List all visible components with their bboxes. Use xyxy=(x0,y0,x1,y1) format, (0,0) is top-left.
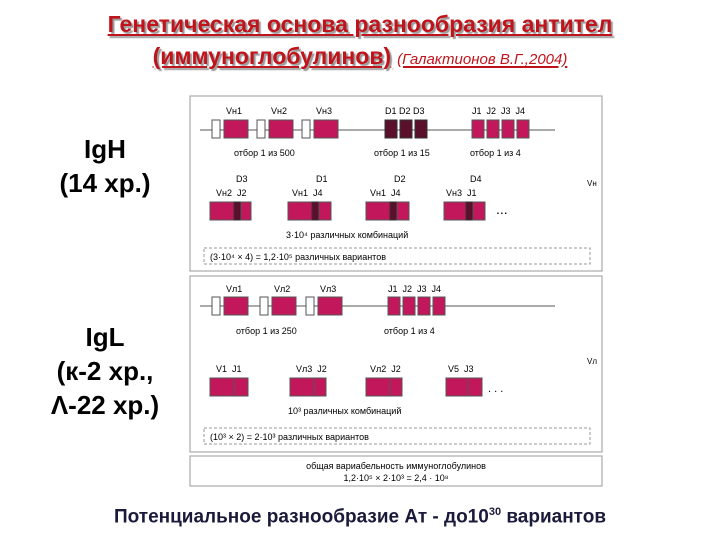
jl1-segment xyxy=(387,296,401,316)
combo-d1-label: D1 xyxy=(316,174,328,184)
total-box xyxy=(189,455,603,487)
light-variants-box xyxy=(203,427,591,445)
lcombo1-j-segment xyxy=(233,377,249,397)
vh2-label: Vн2 xyxy=(271,106,287,116)
total-line2: 1,2·10⁵ × 2·10³ = 2,4 · 10⁸ xyxy=(343,473,448,483)
lcombo4-label: V5 J3 xyxy=(448,364,474,374)
heavy-variants: (3·10⁴ × 4) = 1,2·10⁵ различных варианто… xyxy=(210,252,386,262)
total-line1: общая вариабельность иммуноглобулинов xyxy=(306,461,486,471)
jl-label: J1 J2 J3 J4 xyxy=(388,284,441,294)
lcombo3-j-segment xyxy=(389,377,403,397)
lcombo4-j-segment xyxy=(467,377,483,397)
lcombo2-v-segment xyxy=(289,377,315,397)
vh1-label: Vн1 xyxy=(226,106,242,116)
slide-title-line1: Генетическая основа разнообразия антител xyxy=(107,11,613,37)
heavy-combinations: 3·10⁴ различных комбинаций xyxy=(286,230,408,240)
light-variants: (10³ × 2) = 2·10³ различных вариантов xyxy=(210,432,369,442)
combo3-j-segment xyxy=(396,201,410,221)
leader-segment xyxy=(211,119,221,139)
vl2-segment xyxy=(271,296,297,316)
title-main: (иммуноглобулинов) xyxy=(152,43,392,69)
vl1-label: Vл1 xyxy=(226,284,242,294)
slide-title-line2: (иммуноглобулинов) (Галактионов В.Г.,2004… xyxy=(0,42,720,74)
igh-label-block: IgH (14 хр.) xyxy=(40,132,170,200)
vh2-segment xyxy=(268,119,294,139)
lcombo3-label: Vл2 J2 xyxy=(370,364,401,374)
heavy-side-label: Vн xyxy=(587,179,597,188)
lcombo4-v-segment xyxy=(445,377,469,397)
combo2-d-segment xyxy=(311,201,320,221)
d3-segment xyxy=(414,119,428,139)
vh1-segment xyxy=(223,119,249,139)
vh3-segment xyxy=(313,119,339,139)
light-ellipsis: . . . xyxy=(488,383,503,395)
combo2-label: Vн1 J4 xyxy=(292,188,323,198)
jh2-segment xyxy=(486,119,500,139)
heavy-ellipsis: ... xyxy=(496,201,508,217)
vl2-label: Vл2 xyxy=(274,284,290,294)
combo2-v-segment xyxy=(287,201,313,221)
combo3-d-segment xyxy=(389,201,398,221)
bottom-caption: Потенциальное разнообразие Ат - до1030 в… xyxy=(0,506,720,528)
title-reference: (Галактионов В.Г.,2004) xyxy=(397,51,568,68)
combo1-d-segment xyxy=(233,201,242,221)
lcombo1-v-segment xyxy=(209,377,235,397)
combo4-label: Vн3 J1 xyxy=(446,188,477,198)
bottom-caption-text: Потенциальное разнообразие Ат - до10 xyxy=(113,506,489,528)
d1-segment xyxy=(384,119,398,139)
combo4-j-segment xyxy=(472,201,486,221)
light-side-label: Vл xyxy=(587,357,597,366)
lcombo2-label: Vл3 J2 xyxy=(296,364,327,374)
jl4-segment xyxy=(432,296,446,316)
combo4-v-segment xyxy=(443,201,467,221)
vl3-segment xyxy=(317,296,343,316)
d2-segment xyxy=(399,119,413,139)
light-combinations: 10³ различных комбинаций xyxy=(288,406,401,416)
leader-segment xyxy=(301,119,311,139)
jh3-segment xyxy=(501,119,515,139)
combo-d3-label: D3 xyxy=(236,174,248,184)
combo2-j-segment xyxy=(318,201,332,221)
combo-d2-label: D2 xyxy=(394,174,406,184)
leader-segment xyxy=(305,296,315,316)
jh4-segment xyxy=(516,119,530,139)
select-d-heavy: отбор 1 из 15 xyxy=(374,148,430,158)
vh3-label: Vн3 xyxy=(316,106,332,116)
jh1-segment xyxy=(471,119,485,139)
bottom-caption-suffix: вариантов xyxy=(501,506,607,528)
leader-segment xyxy=(256,119,266,139)
heavy-variants-box xyxy=(203,247,591,265)
igh-chromosome: (14 хр.) xyxy=(59,168,151,198)
jh-label: J1 J2 J3 J4 xyxy=(472,106,525,116)
igl-label-block: IgL (к-2 хр., Λ-22 хр.) xyxy=(30,320,180,422)
combo4-d-segment xyxy=(465,201,474,221)
vl3-label: Vл3 xyxy=(320,284,336,294)
select-v-heavy: отбор 1 из 500 xyxy=(234,148,295,158)
leader-segment xyxy=(211,296,221,316)
igl-chromosome-lambda: Λ-22 хр.) xyxy=(50,390,160,420)
select-j-heavy: отбор 1 из 4 xyxy=(470,148,521,158)
igh-label: IgH xyxy=(84,134,126,164)
leader-segment xyxy=(259,296,269,316)
select-j-light: отбор 1 из 4 xyxy=(384,326,435,336)
combo3-label: Vн1 J4 xyxy=(370,188,401,198)
lcombo1-label: V1 J1 xyxy=(216,364,242,374)
select-v-light: отбор 1 из 250 xyxy=(236,326,297,336)
vl1-segment xyxy=(223,296,249,316)
bottom-caption-exponent: 30 xyxy=(488,506,502,518)
combo3-v-segment xyxy=(365,201,391,221)
combo1-j-segment xyxy=(240,201,252,221)
jl2-segment xyxy=(402,296,416,316)
combo-d4-label: D4 xyxy=(470,174,482,184)
combo1-v-segment xyxy=(209,201,235,221)
combo1-label: Vн2 J2 xyxy=(216,188,247,198)
lcombo2-j-segment xyxy=(313,377,327,397)
lcombo3-v-segment xyxy=(365,377,391,397)
d-label: D1 D2 D3 xyxy=(385,106,425,116)
igl-label: IgL xyxy=(85,322,125,352)
igl-chromosome: (к-2 хр., xyxy=(56,356,154,386)
jl3-segment xyxy=(417,296,431,316)
